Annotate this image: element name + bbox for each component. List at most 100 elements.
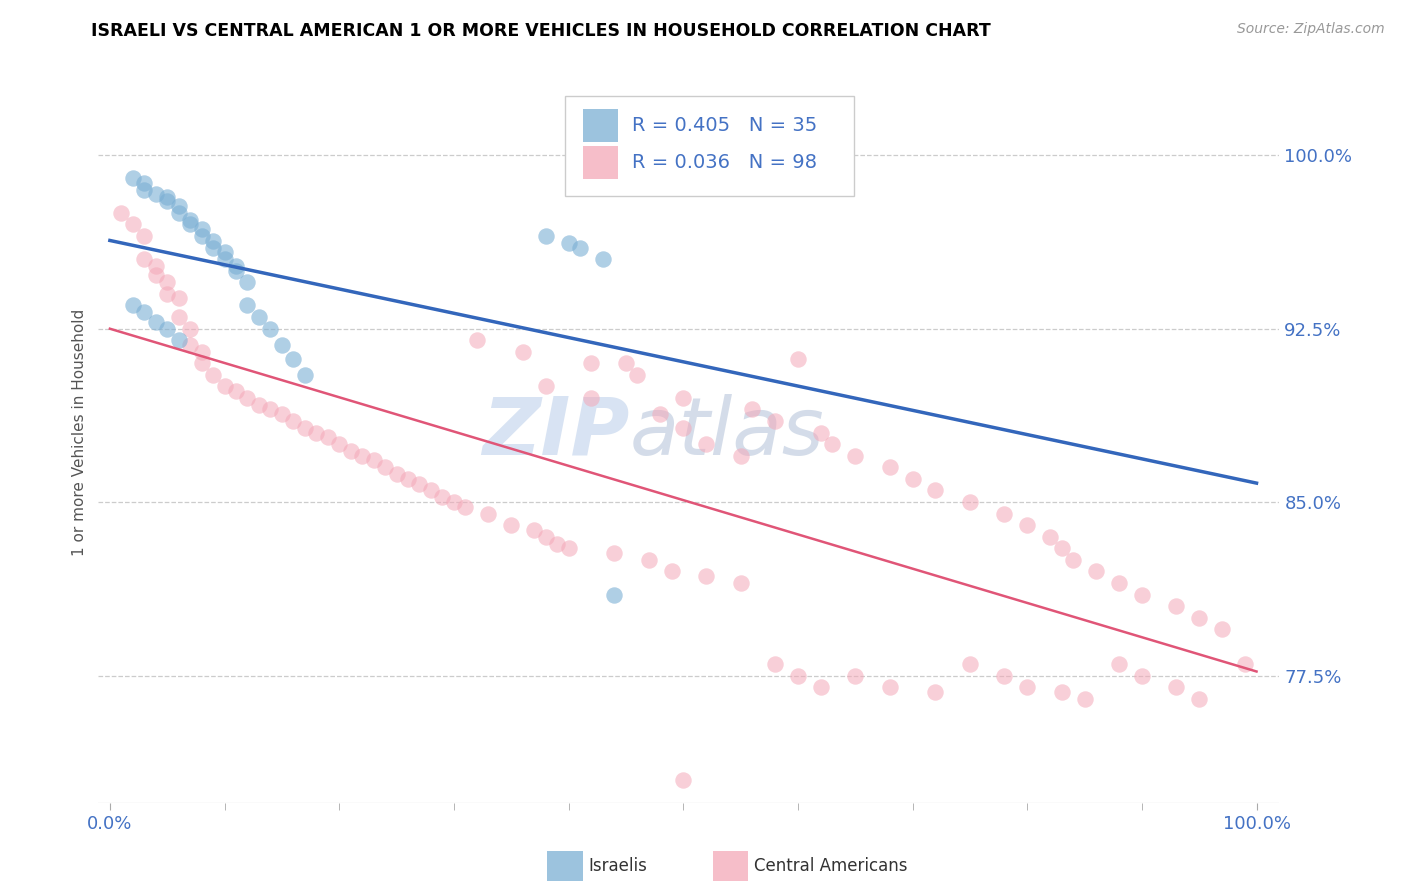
Point: [730, 576, 752, 591]
Point: [844, 449, 866, 463]
Point: [259, 402, 281, 417]
Point: [214, 245, 236, 260]
Point: [603, 546, 626, 560]
Text: atlas: atlas: [630, 393, 825, 472]
Point: [786, 351, 808, 366]
Point: [1130, 588, 1153, 602]
Point: [236, 298, 259, 312]
Point: [879, 680, 901, 694]
Point: [316, 430, 339, 444]
Point: [339, 444, 361, 458]
Point: [959, 495, 981, 509]
Point: [672, 772, 695, 787]
Point: [145, 259, 167, 273]
Point: [879, 460, 901, 475]
Point: [179, 212, 201, 227]
Point: [294, 421, 316, 435]
Point: [821, 437, 844, 451]
Point: [763, 414, 786, 428]
Text: Israelis: Israelis: [589, 856, 647, 875]
Point: [672, 421, 695, 435]
Point: [637, 553, 659, 567]
Point: [283, 414, 305, 428]
Point: [202, 240, 225, 255]
Point: [167, 206, 190, 220]
Point: [1017, 680, 1039, 694]
Point: [501, 518, 523, 533]
Point: [134, 252, 156, 266]
Point: [614, 356, 637, 370]
Point: [363, 453, 385, 467]
Point: [247, 398, 270, 412]
Point: [844, 668, 866, 682]
Point: [156, 275, 179, 289]
Point: [145, 314, 167, 328]
Point: [557, 541, 579, 556]
Point: [190, 344, 212, 359]
Point: [156, 286, 179, 301]
Point: [134, 229, 156, 244]
Point: [1108, 657, 1130, 671]
Point: [305, 425, 328, 440]
Point: [121, 171, 143, 186]
Point: [420, 483, 443, 498]
Point: [1073, 691, 1095, 706]
Point: [236, 275, 259, 289]
Point: [512, 344, 534, 359]
Point: [534, 379, 557, 393]
Point: [225, 384, 247, 398]
Text: Central Americans: Central Americans: [754, 856, 907, 875]
Point: [581, 391, 603, 405]
Point: [1211, 622, 1233, 636]
Point: [695, 569, 717, 583]
Point: [121, 298, 143, 312]
Point: [1062, 553, 1084, 567]
Point: [924, 483, 946, 498]
Point: [179, 337, 201, 351]
Point: [225, 259, 247, 273]
Point: [661, 565, 683, 579]
Point: [523, 523, 546, 537]
Point: [626, 368, 648, 382]
Point: [202, 368, 225, 382]
Point: [1188, 691, 1211, 706]
Point: [924, 684, 946, 698]
Point: [1017, 518, 1039, 533]
Point: [156, 194, 179, 209]
Y-axis label: 1 or more Vehicles in Household: 1 or more Vehicles in Household: [72, 309, 87, 557]
Point: [557, 235, 579, 250]
Bar: [582, 109, 619, 142]
Point: [786, 668, 808, 682]
Point: [603, 588, 626, 602]
Point: [477, 507, 499, 521]
Point: [214, 379, 236, 393]
FancyBboxPatch shape: [565, 95, 855, 195]
Point: [190, 222, 212, 236]
Point: [179, 218, 201, 232]
Point: [270, 407, 292, 421]
Point: [396, 472, 419, 486]
Point: [1085, 565, 1108, 579]
Point: [592, 252, 614, 266]
Point: [1050, 541, 1073, 556]
Point: [134, 183, 156, 197]
Point: [294, 368, 316, 382]
Point: [385, 467, 408, 482]
Point: [1166, 599, 1188, 614]
Text: R = 0.405   N = 35: R = 0.405 N = 35: [633, 116, 817, 135]
Point: [179, 321, 201, 335]
Point: [730, 449, 752, 463]
Point: [121, 218, 143, 232]
Bar: [582, 146, 619, 178]
Point: [959, 657, 981, 671]
Point: [1130, 668, 1153, 682]
Point: [167, 292, 190, 306]
Point: [328, 437, 350, 451]
Point: [1234, 657, 1257, 671]
Point: [810, 425, 832, 440]
Point: [247, 310, 270, 324]
Point: [534, 530, 557, 544]
Point: [432, 491, 454, 505]
Point: [283, 351, 305, 366]
Point: [167, 199, 190, 213]
